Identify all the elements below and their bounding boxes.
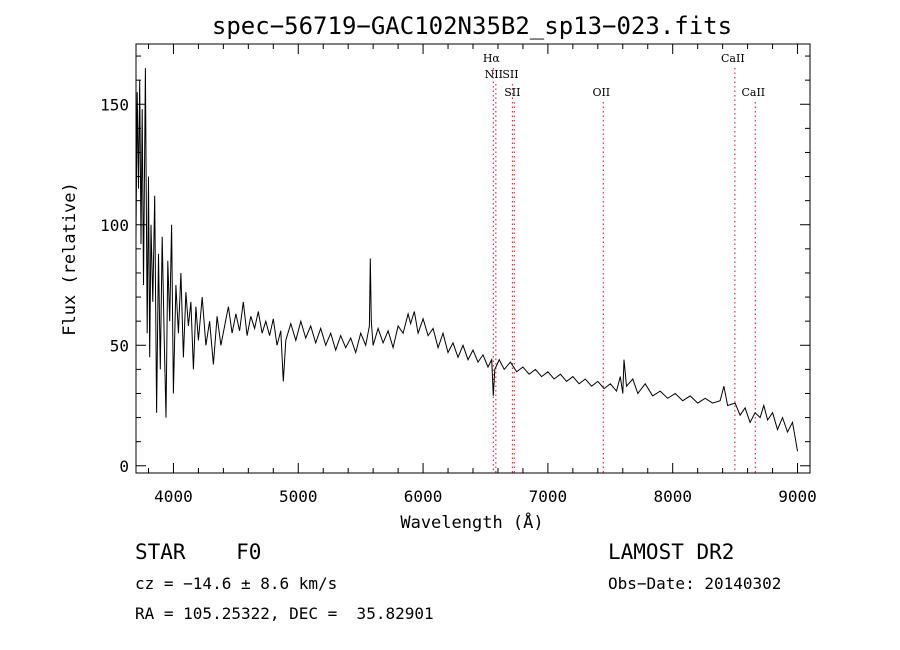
axis-ticks: 4000 5000 6000 7000 8000 9000 0 50 100 150 xyxy=(100,44,817,506)
x-tick-label: 6000 xyxy=(404,487,443,506)
marker-label: SII xyxy=(502,68,518,81)
survey-label: LAMOST DR2 xyxy=(608,540,735,564)
x-tick-label: 5000 xyxy=(279,487,318,506)
marker-label: NII xyxy=(485,68,503,81)
y-tick-label: 100 xyxy=(100,216,129,235)
spectrum-line xyxy=(135,68,798,452)
emission-line-markers: Hα NII SII SII OII CaII CaII xyxy=(483,52,765,473)
object-class-label: STAR F0 xyxy=(135,540,262,564)
x-axis-label: Wavelength (Å) xyxy=(400,511,543,533)
marker-label: SII xyxy=(504,86,520,99)
marker-label: Hα xyxy=(483,52,501,65)
x-tick-label: 8000 xyxy=(653,487,692,506)
x-tick-label: 9000 xyxy=(778,487,817,506)
obs-date-label: Obs−Date: 20140302 xyxy=(608,574,782,593)
y-tick-label: 50 xyxy=(110,336,129,355)
y-tick-label: 150 xyxy=(100,95,129,114)
plot-frame xyxy=(135,43,811,474)
y-axis-label: Flux (relative) xyxy=(60,182,80,336)
redshift-label: cz = −14.6 ± 8.6 km/s xyxy=(135,574,338,593)
marker-label: CaII xyxy=(721,52,745,65)
coordinates-label: RA = 105.25322, DEC = 35.82901 xyxy=(135,604,434,623)
x-tick-label: 7000 xyxy=(529,487,568,506)
y-tick-label: 0 xyxy=(119,457,129,476)
chart-title: spec−56719−GAC102N35B2_sp13−023.fits xyxy=(212,12,732,40)
marker-label: CaII xyxy=(741,86,765,99)
x-tick-label: 4000 xyxy=(154,487,193,506)
marker-label: OII xyxy=(592,86,610,99)
